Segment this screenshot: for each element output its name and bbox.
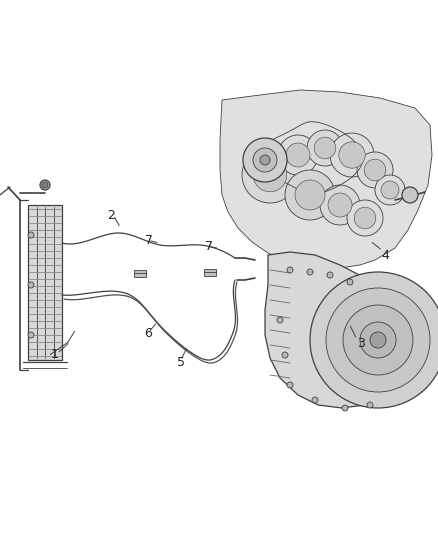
Circle shape	[326, 288, 430, 392]
Text: 2: 2	[107, 209, 115, 222]
Circle shape	[367, 402, 373, 408]
Circle shape	[375, 175, 405, 205]
Text: 5: 5	[177, 356, 185, 369]
Circle shape	[285, 170, 335, 220]
Circle shape	[312, 397, 318, 403]
Circle shape	[295, 180, 325, 210]
Circle shape	[286, 143, 310, 167]
Polygon shape	[265, 252, 408, 408]
Circle shape	[357, 152, 393, 188]
Bar	[134, 270, 146, 277]
Circle shape	[328, 193, 352, 217]
Circle shape	[278, 135, 318, 175]
Text: 1: 1	[50, 348, 58, 361]
Text: 6: 6	[145, 327, 152, 340]
Circle shape	[28, 282, 34, 288]
Bar	[204, 269, 216, 276]
Circle shape	[339, 142, 365, 168]
Circle shape	[287, 382, 293, 388]
Circle shape	[342, 405, 348, 411]
Text: 4: 4	[381, 249, 389, 262]
Circle shape	[40, 180, 50, 190]
Circle shape	[354, 207, 376, 229]
Circle shape	[28, 332, 34, 338]
Circle shape	[320, 185, 360, 225]
Circle shape	[42, 182, 48, 188]
Text: 7: 7	[205, 240, 213, 253]
Circle shape	[347, 279, 353, 285]
Circle shape	[253, 158, 287, 192]
Circle shape	[310, 272, 438, 408]
Circle shape	[28, 232, 34, 238]
Circle shape	[330, 133, 374, 177]
Circle shape	[287, 267, 293, 273]
Circle shape	[260, 155, 270, 165]
Circle shape	[253, 148, 277, 172]
Polygon shape	[28, 205, 62, 360]
Circle shape	[314, 137, 336, 159]
Circle shape	[402, 187, 418, 203]
Circle shape	[343, 305, 413, 375]
Circle shape	[307, 269, 313, 275]
Circle shape	[360, 322, 396, 358]
Circle shape	[242, 147, 298, 203]
Circle shape	[347, 200, 383, 236]
Polygon shape	[220, 90, 432, 268]
Circle shape	[370, 332, 386, 348]
Circle shape	[381, 181, 399, 199]
Text: 7: 7	[145, 235, 152, 247]
Circle shape	[307, 130, 343, 166]
Circle shape	[243, 138, 287, 182]
Circle shape	[277, 317, 283, 323]
Text: 3: 3	[357, 337, 365, 350]
Circle shape	[282, 352, 288, 358]
Circle shape	[327, 272, 333, 278]
Circle shape	[364, 159, 386, 181]
